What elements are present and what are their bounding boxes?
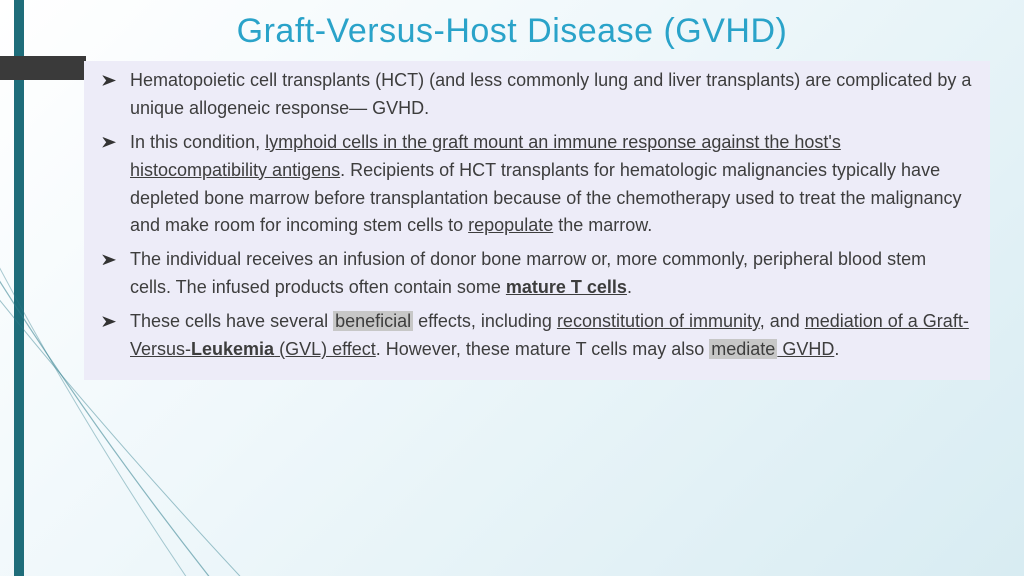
text-segment: . <box>627 277 632 297</box>
slide: Graft-Versus-Host Disease (GVHD) Hematop… <box>0 0 1024 576</box>
bullet-item: These cells have several beneficial effe… <box>102 308 972 364</box>
text-segment: effects, including <box>413 311 557 331</box>
bullet-item: Hematopoietic cell transplants (HCT) (an… <box>102 67 972 123</box>
content-box: Hematopoietic cell transplants (HCT) (an… <box>84 61 990 380</box>
text-segment: beneficial <box>333 311 413 331</box>
slide-title: Graft-Versus-Host Disease (GVHD) <box>30 12 994 51</box>
text-segment: mature T cells <box>506 277 627 297</box>
text-segment: the marrow. <box>553 215 652 235</box>
text-segment: repopulate <box>468 215 553 235</box>
bullet-item: The individual receives an infusion of d… <box>102 246 972 302</box>
text-segment: GVHD <box>777 339 834 359</box>
text-segment: In this condition, <box>130 132 265 152</box>
text-segment: . However, these mature T cells may also <box>376 339 709 359</box>
text-segment: Leukemia <box>191 339 274 359</box>
text-segment: , and <box>760 311 805 331</box>
text-segment: (GVL) effect <box>274 339 376 359</box>
text-segment: reconstitution of immunity <box>557 311 760 331</box>
text-segment: These cells have several <box>130 311 333 331</box>
bullet-list: Hematopoietic cell transplants (HCT) (an… <box>102 67 972 364</box>
text-segment: mediate <box>709 339 777 359</box>
bullet-item: In this condition, lymphoid cells in the… <box>102 129 972 241</box>
text-segment: Hematopoietic cell transplants (HCT) (an… <box>130 70 971 118</box>
text-segment: . <box>834 339 839 359</box>
